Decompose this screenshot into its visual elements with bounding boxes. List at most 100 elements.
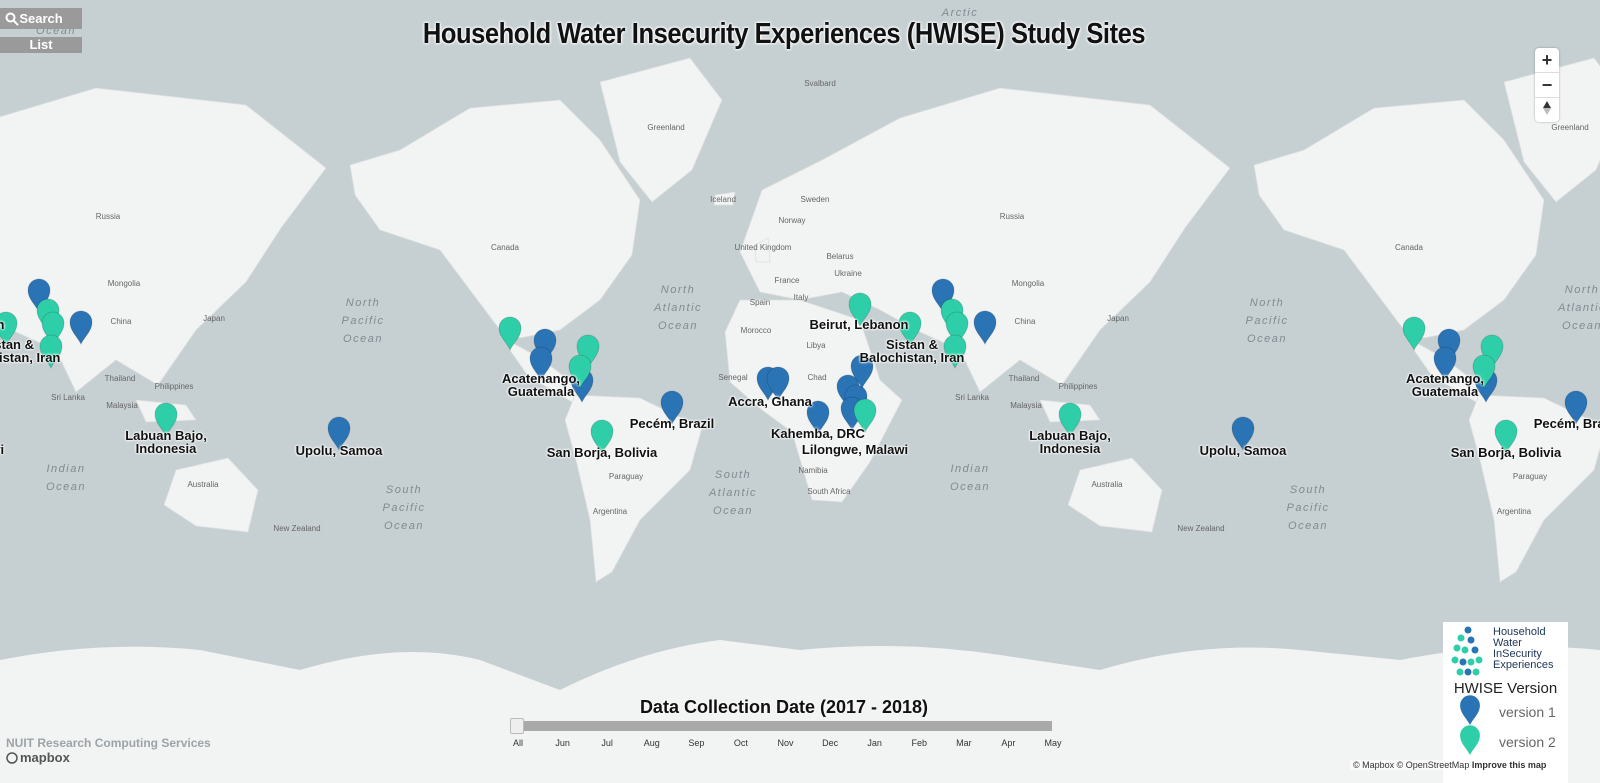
page-title: Household Water Insecurity Experiences (… (422, 18, 1146, 50)
landmass (163, 457, 259, 533)
landmass (349, 99, 641, 339)
place-label: Philippines (154, 382, 194, 391)
site-marker[interactable] (1231, 416, 1255, 452)
place-label: Ukraine (834, 269, 862, 278)
logo-drop (1467, 636, 1475, 644)
place-label: Russia (999, 212, 1025, 221)
timeline-tick: Oct (733, 738, 748, 748)
timeline-tick: Jul (601, 738, 613, 748)
site-label: Sistan & Balochistan, Iran (859, 337, 965, 365)
place-label: Malaysia (1010, 401, 1042, 410)
site-marker[interactable] (973, 310, 997, 346)
site-label: Pecém, Brazil (1533, 416, 1600, 431)
timeline-track[interactable] (516, 721, 1052, 731)
site-marker[interactable] (898, 311, 922, 347)
site-label: Acatenango, Guatemala (1405, 371, 1484, 399)
site-label: Kahemba, DRC (771, 426, 865, 441)
logo-drop (1464, 668, 1472, 676)
site-marker[interactable] (1564, 390, 1588, 426)
place-label: Argentina (592, 507, 628, 516)
search-button[interactable]: Search (0, 8, 82, 29)
place-label: New Zealand (273, 524, 321, 533)
landmass (599, 57, 723, 203)
improve-link[interactable]: Improve this map (1471, 760, 1547, 770)
site-label: Sistan & Balochistan, Iran (0, 337, 61, 365)
landmass (739, 87, 1231, 393)
place-label: Mongolia (1011, 279, 1045, 288)
site-marker[interactable] (943, 334, 967, 370)
legend-marker (1460, 695, 1480, 725)
compass[interactable] (1535, 98, 1559, 122)
site-marker[interactable] (529, 346, 553, 382)
place-label: Thailand (104, 374, 136, 383)
list-button[interactable]: List (0, 37, 82, 53)
logo-drop (1459, 658, 1467, 666)
site-label: San Borja, Bolivia (546, 445, 658, 460)
site-marker[interactable] (1494, 419, 1518, 455)
timeline-tick: Apr (1001, 738, 1016, 748)
search-icon (5, 12, 19, 26)
place-label: Argentina (1496, 507, 1532, 516)
place-label: Iceland (710, 195, 736, 204)
timeline-handle[interactable] (510, 718, 524, 734)
logo-line: InSecurity (1493, 648, 1542, 660)
legend: Household Water InSecurity Experiences HWIS… (1443, 622, 1568, 783)
timeline-tick: Sep (688, 738, 705, 748)
site-label: Labuan Bajo, Indonesia (125, 428, 207, 456)
site-label: Upolu, Samoa (1199, 443, 1287, 458)
timeline-tick: Mar (956, 738, 972, 748)
place-label: Paraguay (608, 472, 644, 481)
logo-drop (1467, 658, 1475, 666)
site-marker[interactable] (1402, 316, 1426, 352)
site-marker[interactable] (766, 366, 790, 402)
place-label: Australia (187, 480, 219, 489)
site-marker[interactable] (41, 311, 65, 347)
place-label: Russia (95, 212, 121, 221)
site-marker[interactable] (39, 334, 63, 370)
ocean-label: South Pacific Ocean (1286, 484, 1330, 532)
timeline-tick: Feb (911, 738, 928, 748)
zoom-out[interactable]: − (1535, 73, 1559, 98)
zoom-in[interactable]: + (1535, 48, 1559, 73)
place-label: Sri Lanka (955, 393, 989, 402)
site-marker[interactable] (568, 354, 592, 390)
place-label: Chad (807, 373, 827, 382)
site-marker[interactable] (660, 390, 684, 426)
legend-marker (1460, 725, 1480, 755)
site-marker[interactable] (0, 311, 18, 347)
place-label: Italy (793, 293, 809, 302)
site-marker[interactable] (69, 310, 93, 346)
place-label: Paraguay (1512, 472, 1548, 481)
site-marker[interactable] (1472, 354, 1496, 390)
place-label: China (1014, 317, 1036, 326)
site-label: Acatenango, Guatemala (501, 371, 580, 399)
logo-line: Water (1493, 637, 1522, 649)
timeline-tick: May (1044, 738, 1062, 748)
site-marker[interactable] (853, 398, 877, 434)
site-marker[interactable] (498, 316, 522, 352)
site-label: Lilongwe, Malawi (0, 442, 5, 457)
logo-line: Household (1493, 626, 1546, 638)
site-marker[interactable] (848, 292, 872, 328)
place-label: Greenland (647, 123, 685, 132)
site-marker[interactable] (945, 311, 969, 347)
site-marker[interactable] (590, 419, 614, 455)
place-label: Libya (806, 341, 826, 350)
site-marker[interactable] (154, 402, 178, 438)
place-label: Australia (1091, 480, 1123, 489)
compass-icon (1543, 101, 1551, 115)
ocean-label: South Pacific Ocean (382, 484, 426, 532)
timeline-tick: Dec (822, 738, 839, 748)
site-marker[interactable] (806, 400, 830, 436)
ocean-label: North Pacific Ocean (1245, 297, 1289, 345)
logo-drop (1472, 668, 1480, 676)
logo-text: Household Water InSecurity Experiences (1493, 627, 1554, 671)
place-label: Greenland (1551, 123, 1589, 132)
timeline-tick: Aug (643, 738, 660, 748)
site-marker[interactable] (1058, 402, 1082, 438)
attribution-text: © Mapbox © OpenStreetMap (1353, 760, 1470, 770)
site-marker[interactable] (327, 416, 351, 452)
site-marker[interactable] (850, 354, 874, 390)
site-marker[interactable] (1433, 346, 1457, 382)
place-label: Mongolia (107, 279, 141, 288)
